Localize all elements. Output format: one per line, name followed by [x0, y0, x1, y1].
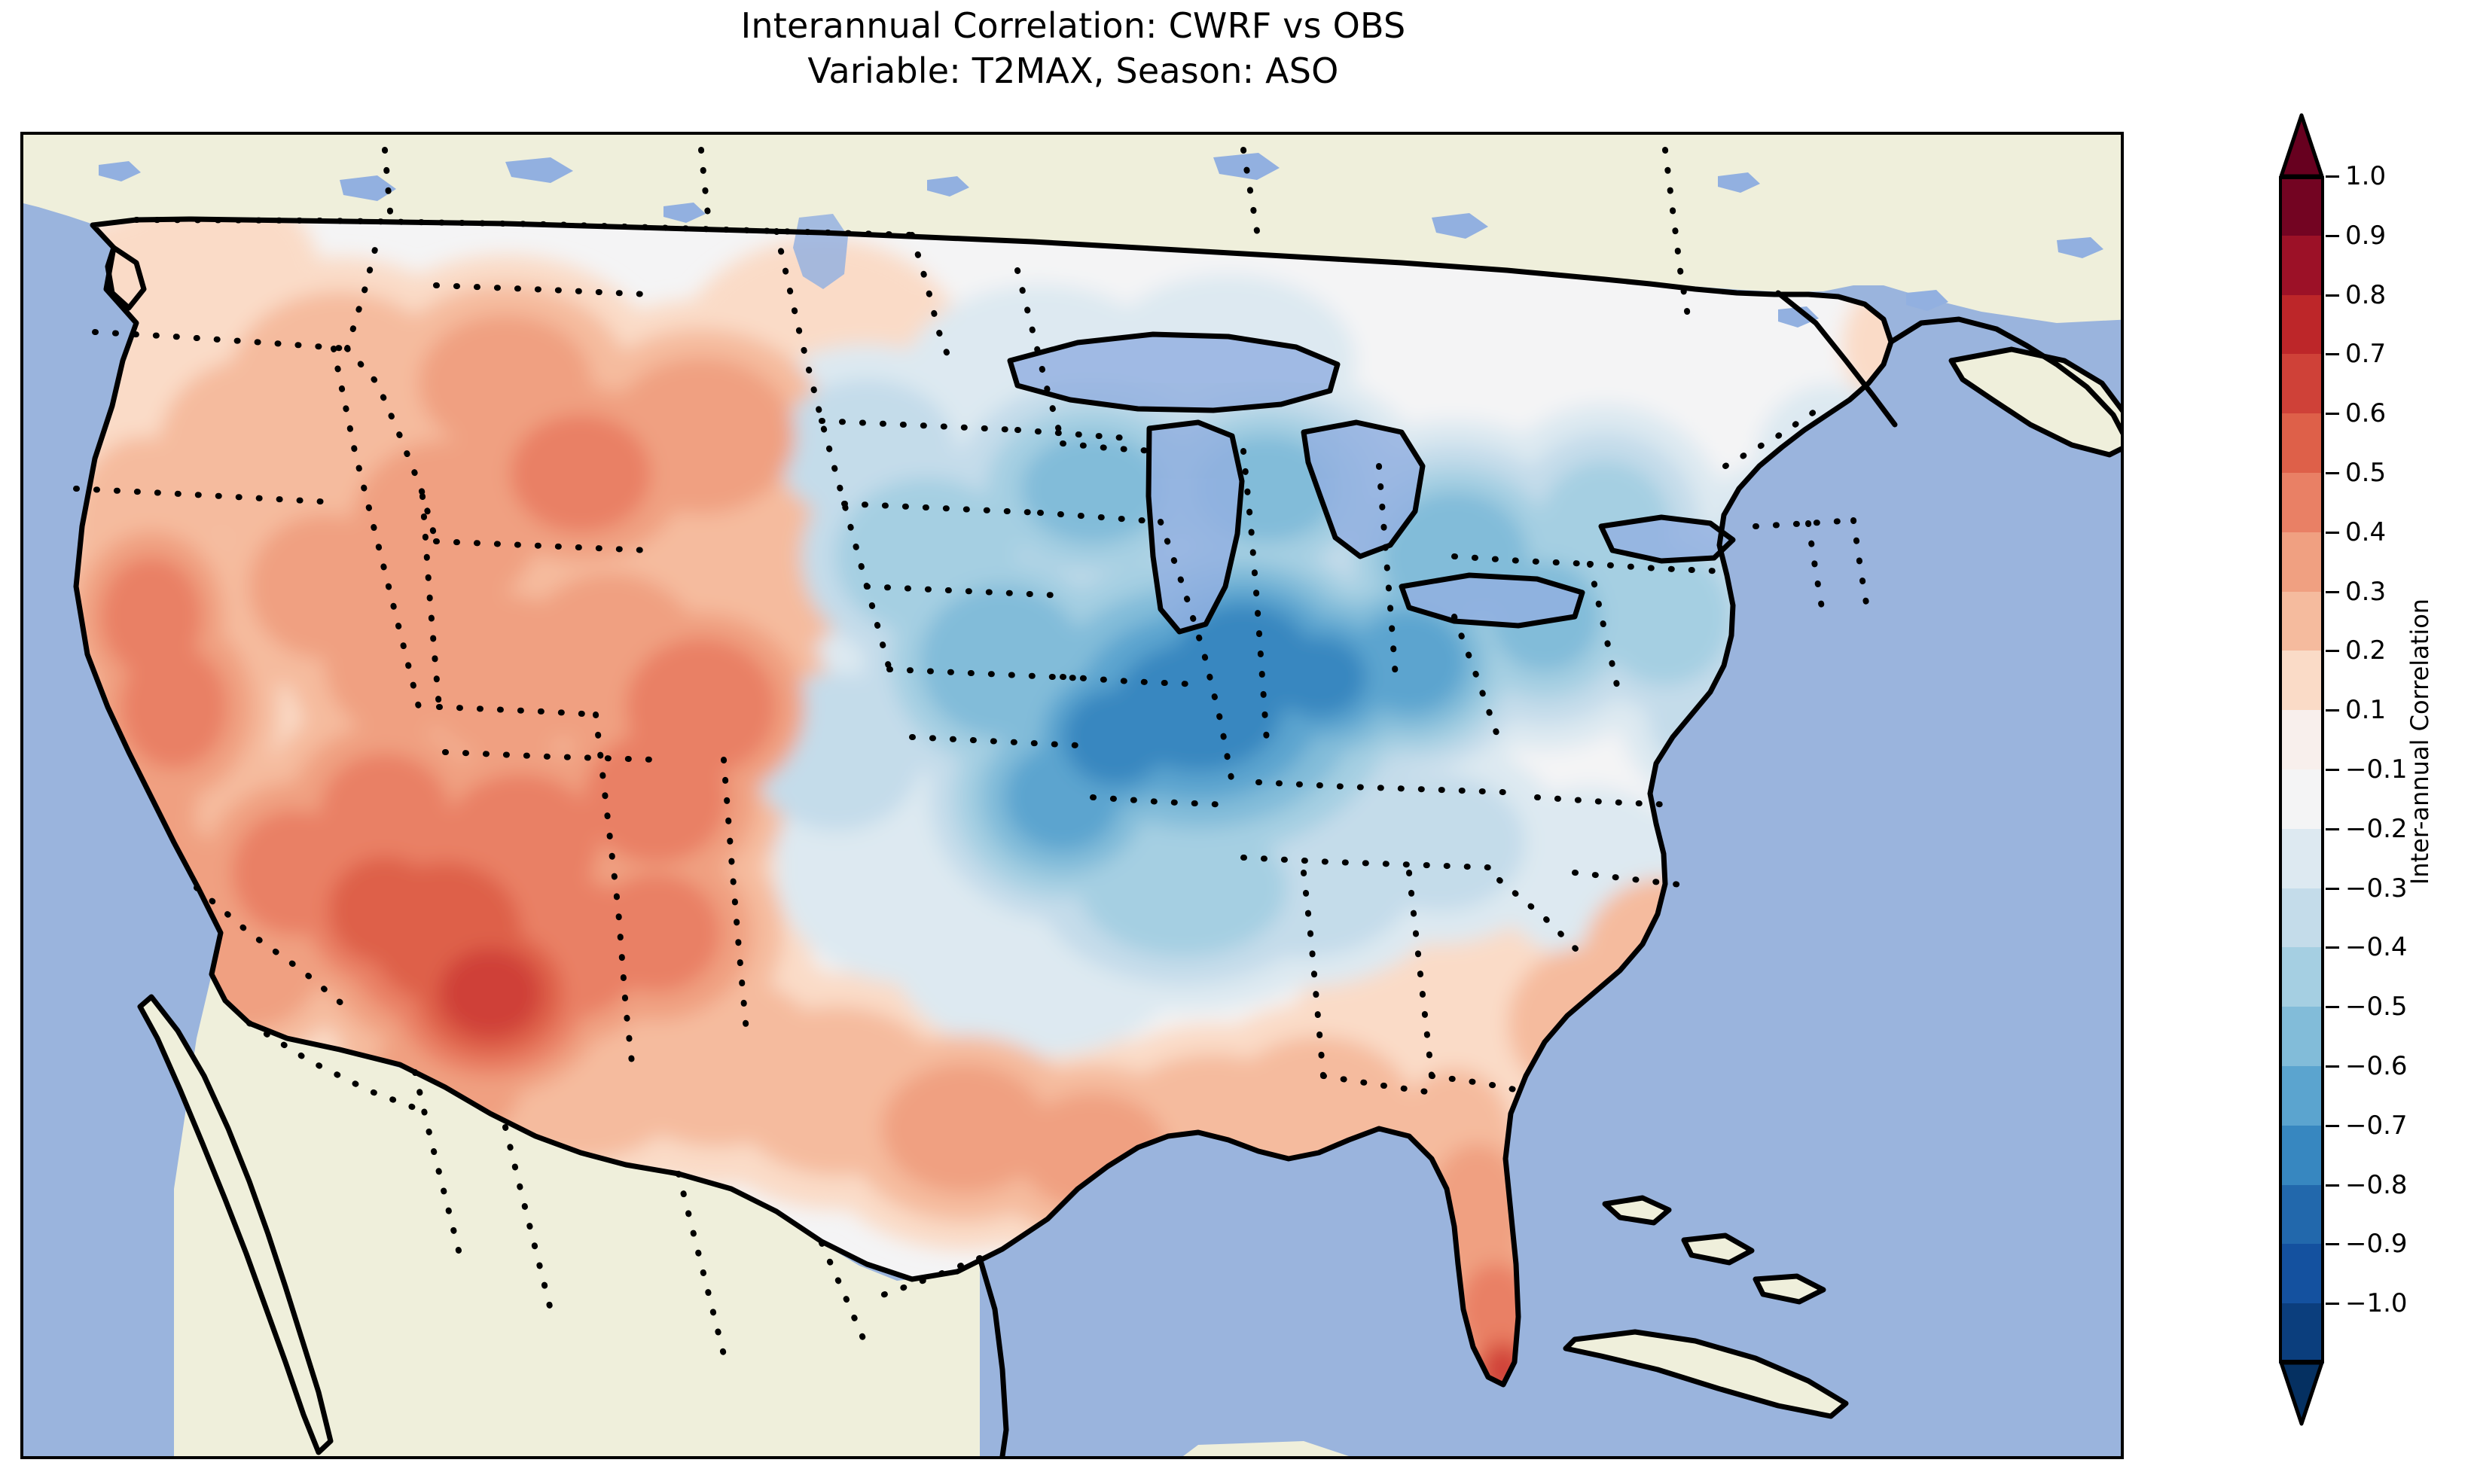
colorbar-tick-label-15: −0.6 — [2345, 1051, 2408, 1081]
colorbar-tick-label-1: 0.9 — [2345, 220, 2387, 251]
colorbar-band-5 — [2279, 473, 2324, 533]
correlation-map — [23, 135, 2121, 1456]
colorbar-extend-min-arrow — [2279, 1363, 2324, 1426]
colorbar-tick-label-12: −0.3 — [2345, 873, 2408, 904]
colorbar-band-7 — [2279, 591, 2324, 651]
colorbar-tick-label-9: 0.1 — [2345, 695, 2387, 726]
colorbar-tick-label-6: 0.4 — [2345, 517, 2387, 547]
colorbar-tick-18 — [2326, 1243, 2339, 1246]
colorbar-tick-5 — [2326, 472, 2339, 474]
colorbar-tick-label-10: −0.1 — [2345, 754, 2408, 785]
colorbar-band-12 — [2279, 888, 2324, 948]
colorbar-extend-max-arrow — [2279, 113, 2324, 176]
colorbar-tick-19 — [2326, 1303, 2339, 1306]
colorbar-band-0 — [2279, 176, 2324, 236]
colorbar-tick-label-7: 0.3 — [2345, 576, 2387, 607]
colorbar-tick-12 — [2326, 887, 2339, 890]
coastlines — [73, 216, 2121, 1456]
page-title: Interannual Correlation: CWRF vs OBS Var… — [0, 3, 2146, 93]
colorbar-tick-label-8: 0.2 — [2345, 635, 2387, 666]
colorbar-tick-6 — [2326, 531, 2339, 534]
colorbar-band-9 — [2279, 710, 2324, 770]
colorbar-tick-label-13: −0.4 — [2345, 932, 2408, 963]
colorbar-tick-7 — [2326, 590, 2339, 593]
colorbar-tick-4 — [2326, 413, 2339, 416]
colorbar-band-4 — [2279, 413, 2324, 474]
colorbar-tick-label-14: −0.5 — [2345, 992, 2408, 1022]
colorbar-tick-label-19: −1.0 — [2345, 1288, 2408, 1319]
map-axes — [20, 132, 2124, 1459]
colorbar-tick-1 — [2326, 234, 2339, 237]
colorbar-band-11 — [2279, 828, 2324, 889]
state-borders — [73, 147, 1872, 1358]
inland-lakes — [99, 153, 2103, 328]
colorbar-band-2 — [2279, 294, 2324, 355]
colorbar-tick-8 — [2326, 650, 2339, 653]
title-line-1: Interannual Correlation: CWRF vs OBS — [740, 5, 1406, 46]
colorbar-tick-11 — [2326, 827, 2339, 830]
colorbar-tick-14 — [2326, 1006, 2339, 1009]
colorbar-tick-2 — [2326, 294, 2339, 297]
colorbar-tick-label-17: −0.8 — [2345, 1169, 2408, 1200]
colorbar-tick-label-0: 1.0 — [2345, 161, 2387, 191]
colorbar-band-8 — [2279, 651, 2324, 711]
great-lakes — [793, 214, 1733, 632]
colorbar-tick-label-4: 0.6 — [2345, 398, 2387, 429]
colorbar-band-19 — [2279, 1303, 2324, 1364]
colorbar-tick-15 — [2326, 1065, 2339, 1068]
colorbar-band-13 — [2279, 947, 2324, 1007]
colorbar[interactable] — [2279, 176, 2324, 1364]
colorbar-tick-label-3: 0.7 — [2345, 339, 2387, 370]
colorbar-tick-0 — [2326, 175, 2339, 178]
colorbar-tick-label-16: −0.7 — [2345, 1110, 2408, 1141]
colorbar-tick-17 — [2326, 1184, 2339, 1187]
colorbar-band-16 — [2279, 1125, 2324, 1186]
colorbar-band-18 — [2279, 1244, 2324, 1304]
colorbar-band-3 — [2279, 354, 2324, 414]
colorbar-tick-label-2: 0.8 — [2345, 279, 2387, 310]
colorbar-tick-label-18: −0.9 — [2345, 1229, 2408, 1260]
colorbar-tick-label-5: 0.5 — [2345, 458, 2387, 488]
colorbar-tick-13 — [2326, 946, 2339, 949]
colorbar-tick-16 — [2326, 1124, 2339, 1127]
colorbar-tick-10 — [2326, 769, 2339, 771]
title-line-2: Variable: T2MAX, Season: ASO — [807, 50, 1339, 91]
colorbar-tick-label-11: −0.2 — [2345, 813, 2408, 844]
colorbar-band-1 — [2279, 235, 2324, 296]
colorbar-band-17 — [2279, 1184, 2324, 1245]
colorbar-band-14 — [2279, 1007, 2324, 1067]
colorbar-axis-label: Inter-annual Correlation — [2405, 598, 2434, 885]
colorbar-band-15 — [2279, 1066, 2324, 1126]
colorbar-tick-9 — [2326, 709, 2339, 712]
colorbar-band-10 — [2279, 769, 2324, 830]
colorbar-band-6 — [2279, 532, 2324, 593]
colorbar-tick-3 — [2326, 353, 2339, 356]
